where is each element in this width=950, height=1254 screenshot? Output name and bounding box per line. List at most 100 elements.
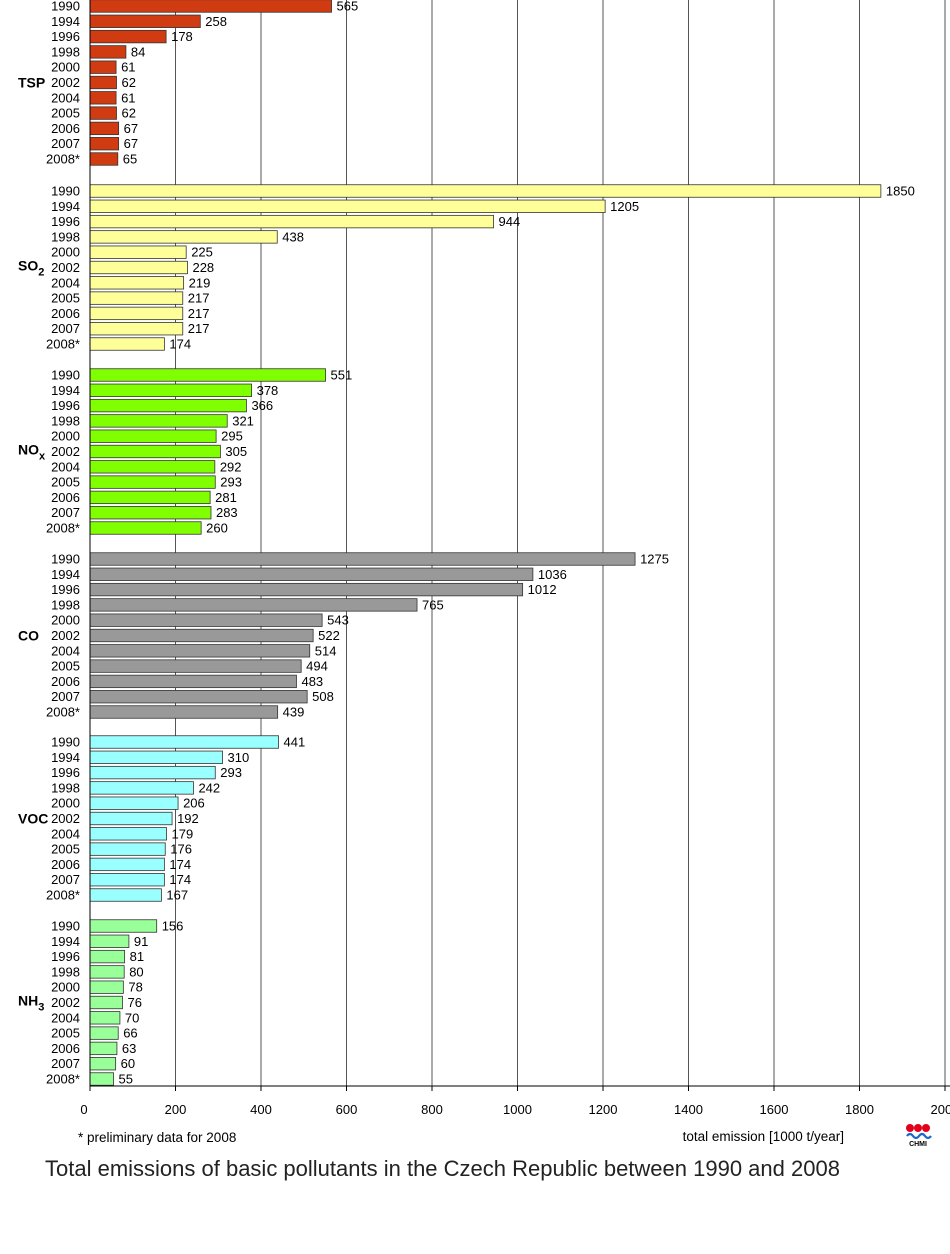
bar-nox-2005 xyxy=(89,475,216,489)
group-label-co: CO xyxy=(18,628,39,644)
value-label: 494 xyxy=(306,659,328,674)
category-label: 2004 xyxy=(51,275,80,290)
category-label: 1994 xyxy=(51,750,80,765)
x-axis-label: total emission [1000 t/year] xyxy=(683,1129,844,1144)
group-label-voc: VOC xyxy=(18,811,48,827)
value-label: 565 xyxy=(337,0,359,14)
value-label: 321 xyxy=(232,413,254,428)
value-label: 439 xyxy=(283,705,305,720)
bar-tsp-2000 xyxy=(89,60,117,74)
category-label: 2005 xyxy=(51,842,80,857)
category-label: 2004 xyxy=(51,90,80,105)
bar-voc-2000 xyxy=(89,796,179,810)
value-label: 76 xyxy=(127,995,141,1010)
category-label: 1998 xyxy=(51,597,80,612)
bar-so2-2000 xyxy=(89,245,187,259)
bar-voc-2002 xyxy=(89,811,173,826)
bar-nox-1994 xyxy=(89,383,252,397)
bar-nh3-1994 xyxy=(89,934,130,948)
bar-voc-2006 xyxy=(89,857,165,872)
category-label: 2006 xyxy=(51,1041,80,1056)
logo-wave xyxy=(906,1132,932,1140)
bar-nh3-2004 xyxy=(89,1011,121,1025)
value-label: 174 xyxy=(169,857,191,872)
category-label: 2007 xyxy=(51,689,80,704)
category-label: 2005 xyxy=(51,291,80,306)
category-label: 2002 xyxy=(51,628,80,643)
group-label-nh3: NH3 xyxy=(18,993,44,1014)
value-label: 217 xyxy=(188,291,210,306)
bar-nh3-2005 xyxy=(89,1026,119,1040)
footnote: * preliminary data for 2008 xyxy=(78,1130,236,1145)
value-label: 217 xyxy=(188,321,210,336)
bar-tsp-1996 xyxy=(89,29,167,44)
value-label: 765 xyxy=(422,597,444,612)
value-label: 78 xyxy=(128,980,142,995)
category-label: 1990 xyxy=(51,368,80,383)
category-label: 2002 xyxy=(51,811,80,826)
category-label: 2000 xyxy=(51,429,80,444)
value-label: 260 xyxy=(206,521,228,536)
bar-co-2002 xyxy=(89,628,314,643)
group-label-tsp: TSP xyxy=(18,75,45,91)
value-label: 1275 xyxy=(640,552,669,567)
value-label: 91 xyxy=(134,934,148,949)
value-label: 1850 xyxy=(886,184,915,199)
bar-nh3-1990 xyxy=(89,919,158,933)
x-tick-label-800: 800 xyxy=(421,1102,443,1117)
category-label: 1996 xyxy=(51,582,80,597)
value-label: 378 xyxy=(257,383,279,398)
value-label: 1012 xyxy=(528,582,557,597)
bar-co-2007 xyxy=(89,690,308,704)
value-label: 206 xyxy=(183,796,205,811)
bar-tsp-2005 xyxy=(89,106,117,120)
bar-voc-1998 xyxy=(89,781,194,795)
value-label: 293 xyxy=(220,765,242,780)
logo-text: CHMI xyxy=(909,1141,927,1148)
chmi-logo: CHMI xyxy=(906,1124,932,1148)
group-label-subscript: x xyxy=(39,451,46,463)
value-label: 551 xyxy=(331,368,353,383)
bar-co-2005 xyxy=(89,659,302,673)
bar-co-2006 xyxy=(89,674,297,689)
value-label: 70 xyxy=(125,1010,139,1025)
bar-tsp-2004 xyxy=(89,91,117,105)
group-label-nox: NOx xyxy=(18,442,46,463)
category-label: 1998 xyxy=(51,229,80,244)
value-label: 60 xyxy=(121,1056,135,1071)
value-label: 543 xyxy=(327,613,349,628)
category-label: 1996 xyxy=(51,949,80,964)
category-label: 1994 xyxy=(51,934,80,949)
category-label: 1996 xyxy=(51,214,80,229)
value-label: 522 xyxy=(318,628,340,643)
logo-dot-left xyxy=(906,1124,914,1132)
value-label: 61 xyxy=(121,90,135,105)
category-label: 2008* xyxy=(46,888,80,903)
labels: 565 1990 258 1994 178 1996 84 1998 61 2000 62 2002 6… xyxy=(18,0,915,1087)
bar-so2-2006 xyxy=(89,306,184,321)
value-label: 366 xyxy=(251,398,273,413)
category-label: 2008* xyxy=(46,337,80,352)
x-axis-ticks: 0 200 400 600 800 1000 1200 1400 1600 1800 2000 xyxy=(80,1086,950,1117)
value-label: 441 xyxy=(284,735,306,750)
category-label: 2002 xyxy=(51,995,80,1010)
chart-title: Total emissions of basic pollutants in t… xyxy=(45,1156,840,1181)
category-label: 1998 xyxy=(51,780,80,795)
value-label: 167 xyxy=(166,888,188,903)
bar-nox-2002 xyxy=(89,444,221,459)
bar-nh3-2006 xyxy=(89,1041,118,1056)
value-label: 66 xyxy=(123,1026,137,1041)
logo-dot-right xyxy=(922,1124,930,1132)
bar-tsp-1998 xyxy=(89,45,127,59)
value-label: 176 xyxy=(170,842,192,857)
category-label: 1994 xyxy=(51,14,80,29)
category-label: 2000 xyxy=(51,60,80,75)
value-label: 283 xyxy=(216,505,238,520)
bar-so2-1998 xyxy=(89,230,278,244)
category-label: 2000 xyxy=(51,796,80,811)
category-label: 2007 xyxy=(51,505,80,520)
bar-voc-1994 xyxy=(89,750,223,764)
value-label: 84 xyxy=(131,44,145,59)
value-label: 514 xyxy=(315,643,337,658)
category-label: 2008* xyxy=(46,152,80,167)
